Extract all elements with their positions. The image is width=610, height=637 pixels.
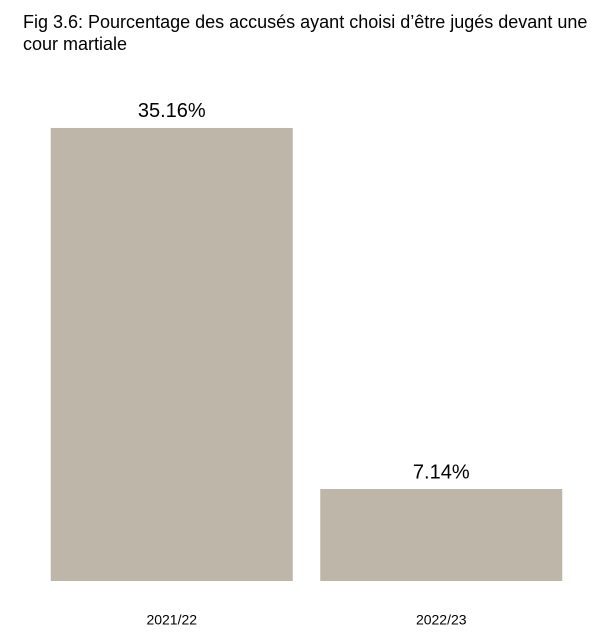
value-label: 7.14% bbox=[413, 461, 470, 483]
x-tick-label: 2021/22 bbox=[146, 612, 197, 628]
value-label: 35.16% bbox=[138, 100, 206, 122]
bar bbox=[320, 489, 563, 581]
x-tick-label: 2022/23 bbox=[416, 612, 467, 628]
bar bbox=[50, 127, 293, 581]
chart-title: Fig 3.6: Pourcentage des accusés ayant c… bbox=[23, 12, 588, 54]
